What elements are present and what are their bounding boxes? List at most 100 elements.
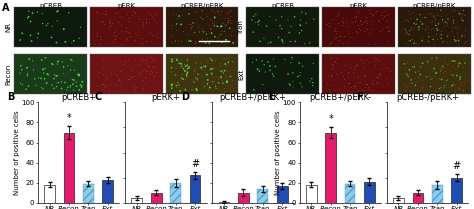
Point (453, 66, 460, 69)
Point (194, 24, 201, 27)
Point (373, 58, 381, 61)
Point (208, 59, 216, 62)
Point (222, 57, 229, 60)
Point (167, 70, 175, 74)
Point (191, 10, 199, 14)
Point (98, 82, 106, 85)
Point (431, 17, 439, 21)
Point (370, 56, 377, 60)
Point (449, 9, 456, 13)
Point (115, 78, 123, 81)
Point (93, 10, 101, 13)
Point (177, 62, 185, 65)
Point (426, 75, 434, 79)
Point (18, 31, 26, 35)
Point (337, 39, 344, 43)
Point (215, 81, 222, 85)
Point (456, 80, 463, 84)
Point (250, 15, 257, 18)
Point (369, 78, 377, 82)
Point (416, 73, 424, 76)
Point (107, 72, 114, 75)
Point (272, 18, 280, 22)
Point (120, 62, 128, 66)
Point (136, 17, 143, 20)
Point (384, 29, 392, 32)
Point (373, 75, 381, 79)
Point (125, 78, 133, 81)
Point (183, 64, 191, 67)
Point (143, 76, 150, 79)
Point (222, 38, 230, 41)
Point (214, 9, 222, 12)
Point (336, 34, 344, 38)
Point (449, 83, 457, 87)
Point (142, 21, 150, 24)
Text: pCREB: pCREB (39, 3, 62, 9)
Point (402, 31, 410, 34)
Point (198, 66, 206, 70)
Point (123, 13, 131, 16)
Point (181, 69, 189, 73)
Point (347, 86, 355, 89)
Point (417, 20, 424, 23)
Point (441, 69, 449, 72)
Point (332, 56, 340, 60)
Point (123, 29, 130, 32)
Point (446, 72, 454, 76)
Point (436, 69, 443, 72)
Point (455, 86, 462, 89)
Point (124, 19, 132, 22)
Point (298, 29, 305, 32)
Point (451, 38, 458, 41)
Point (125, 74, 133, 78)
Point (429, 14, 437, 18)
Point (382, 13, 390, 16)
Point (368, 28, 375, 31)
Point (50, 77, 58, 80)
Point (376, 72, 384, 75)
Point (189, 71, 196, 74)
Point (203, 73, 210, 76)
Text: pCREB/pERK: pCREB/pERK (180, 3, 224, 9)
Point (199, 81, 207, 84)
Point (224, 10, 231, 13)
Point (91, 42, 99, 46)
Point (431, 21, 438, 24)
Point (192, 41, 200, 44)
Point (400, 83, 408, 86)
Point (67, 84, 74, 87)
Point (75, 37, 83, 40)
Point (65, 11, 73, 14)
Point (255, 69, 263, 73)
Point (77, 83, 84, 87)
Point (433, 38, 441, 41)
Point (106, 71, 113, 75)
Point (298, 10, 306, 14)
Point (197, 66, 205, 69)
Point (326, 24, 333, 27)
Point (330, 30, 338, 33)
Point (408, 10, 416, 13)
Point (118, 88, 126, 91)
Point (346, 35, 354, 38)
Point (456, 75, 464, 79)
Point (97, 42, 104, 45)
Point (229, 60, 237, 63)
Point (127, 75, 135, 79)
Point (337, 70, 345, 74)
Point (210, 24, 218, 27)
Point (414, 76, 421, 79)
Point (219, 71, 227, 74)
Point (444, 17, 452, 21)
Point (461, 40, 469, 43)
Point (208, 73, 216, 76)
Point (204, 14, 211, 18)
Point (168, 27, 175, 30)
Point (223, 80, 231, 84)
Bar (277, 186, 288, 203)
Point (181, 70, 188, 73)
Point (173, 84, 181, 87)
Point (67, 58, 75, 61)
Point (183, 74, 191, 78)
